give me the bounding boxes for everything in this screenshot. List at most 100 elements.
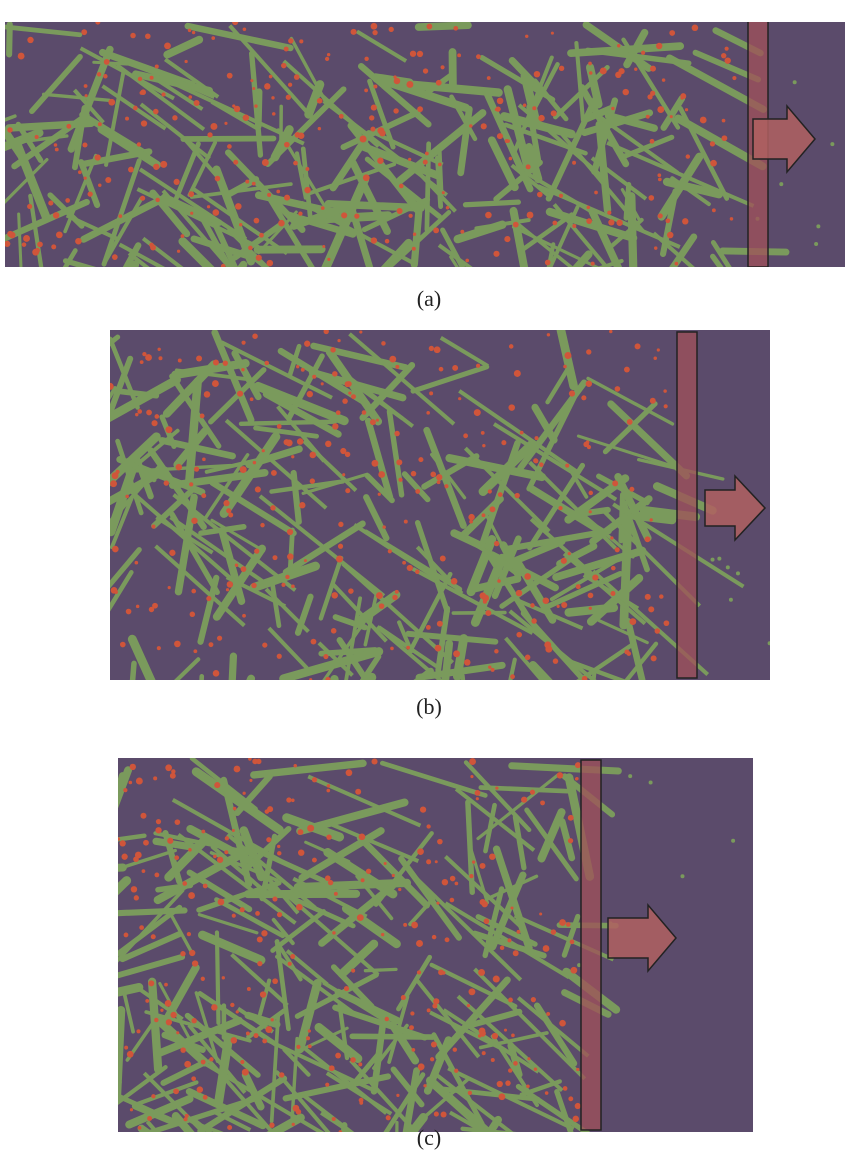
defect-atom	[386, 1115, 391, 1120]
defect-atom	[190, 612, 196, 618]
defect-atom	[336, 410, 341, 415]
defect-atom	[175, 819, 181, 825]
defect-atom	[657, 106, 664, 113]
defect-atom	[569, 390, 575, 396]
defect-atom	[194, 467, 199, 472]
defect-atom	[242, 614, 246, 618]
defect-atom	[378, 471, 385, 478]
defect-atom	[359, 1101, 363, 1105]
defect-atom	[310, 452, 317, 459]
defect-atom	[570, 939, 575, 944]
defect-atom	[586, 218, 592, 224]
defect-atom	[624, 367, 630, 373]
defect-atom	[66, 124, 71, 129]
defect-atom	[586, 381, 592, 387]
defect-atom	[143, 840, 149, 846]
defect-atom	[588, 62, 592, 66]
defect-atom	[291, 455, 294, 458]
defect-atom	[494, 541, 499, 546]
defect-atom	[133, 106, 138, 111]
boundary-atom	[779, 182, 783, 186]
defect-atom	[332, 1117, 336, 1121]
defect-atom	[479, 1030, 485, 1036]
defect-atom	[181, 234, 185, 238]
defect-atom	[252, 759, 258, 765]
defect-atom	[129, 781, 133, 785]
defect-atom	[384, 862, 387, 865]
defect-atom	[293, 1105, 300, 1112]
defect-atom	[722, 119, 726, 123]
defect-atom	[355, 789, 361, 795]
defect-atom	[563, 365, 567, 369]
defect-atom	[200, 414, 205, 419]
defect-atom	[345, 381, 351, 387]
defect-atom	[232, 829, 235, 832]
defect-atom	[98, 122, 102, 126]
defect-atom	[460, 230, 464, 234]
defect-atom	[547, 333, 550, 336]
defect-atom	[277, 424, 282, 429]
defect-atom	[615, 547, 620, 552]
defect-atom	[437, 480, 441, 484]
defect-atom	[22, 242, 27, 247]
defect-atom	[423, 1084, 426, 1087]
defect-atom	[478, 969, 485, 976]
defect-atom	[190, 212, 193, 215]
defect-atom	[538, 115, 544, 121]
defect-atom	[485, 610, 491, 616]
defect-atom	[388, 549, 392, 553]
defect-atom	[301, 368, 305, 372]
defect-atom	[534, 71, 540, 77]
defect-atom	[284, 142, 290, 148]
defect-atom	[203, 1095, 208, 1100]
defect-atom	[650, 139, 655, 144]
defect-atom	[551, 929, 556, 934]
defect-atom	[418, 457, 423, 462]
defect-atom	[331, 628, 337, 634]
defect-atom	[658, 213, 663, 218]
defect-atom	[254, 104, 257, 107]
defect-atom	[406, 81, 413, 88]
defect-atom	[286, 439, 293, 446]
defect-atom	[527, 212, 534, 219]
defect-atom	[188, 29, 191, 32]
defect-atom	[138, 77, 142, 81]
defect-atom	[226, 508, 231, 513]
defect-atom	[54, 143, 58, 147]
defect-atom	[371, 237, 377, 243]
defect-atom	[125, 495, 129, 499]
defect-atom	[359, 833, 366, 840]
defect-atom	[611, 566, 616, 571]
grain-boundary	[465, 202, 518, 205]
defect-atom	[641, 51, 645, 55]
defect-atom	[271, 470, 277, 476]
defect-atom	[379, 130, 385, 136]
defect-atom	[243, 114, 249, 120]
defect-atom	[534, 436, 538, 440]
defect-atom	[223, 500, 229, 506]
defect-atom	[561, 602, 567, 608]
defect-atom	[575, 1103, 581, 1109]
defect-atom	[482, 513, 486, 517]
defect-atom	[576, 1068, 579, 1071]
defect-atom	[167, 838, 173, 844]
defect-atom	[246, 1032, 250, 1036]
defect-atom	[187, 932, 191, 936]
defect-atom	[663, 389, 666, 392]
defect-atom	[170, 1012, 176, 1018]
defect-atom	[576, 584, 581, 589]
defect-atom	[418, 1063, 425, 1070]
defect-atom	[281, 583, 285, 587]
defect-atom	[557, 772, 564, 779]
defect-atom	[710, 160, 717, 167]
defect-atom	[627, 419, 633, 425]
defect-atom	[237, 391, 243, 397]
defect-atom	[267, 260, 273, 266]
defect-atom	[566, 922, 571, 927]
defect-atom	[565, 464, 569, 468]
defect-atom	[254, 218, 260, 224]
defect-atom	[55, 148, 59, 152]
defect-atom	[629, 618, 636, 625]
defect-atom	[516, 590, 522, 596]
defect-atom	[240, 1060, 244, 1064]
